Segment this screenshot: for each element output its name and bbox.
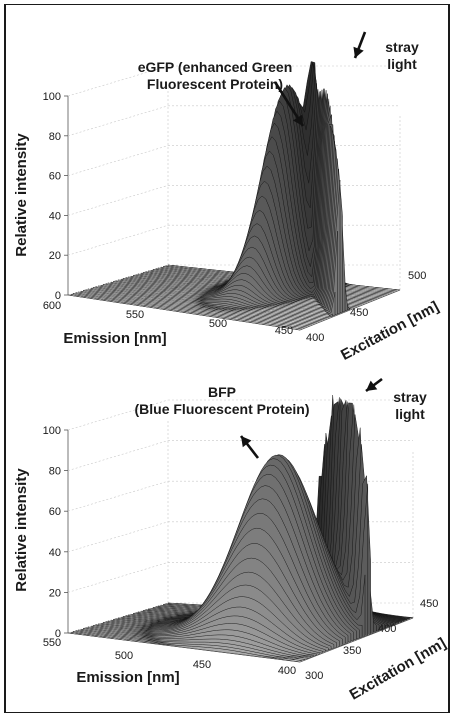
z-tick-label: 40: [49, 210, 61, 222]
excitation-tick-label: 300: [305, 670, 323, 682]
excitation-tick-label: 450: [420, 598, 438, 610]
surface-strip: [85, 289, 318, 324]
emission-tick-label: 450: [193, 659, 211, 671]
emission-axis-label: Emission [nm]: [76, 669, 179, 686]
surface-strip: [107, 179, 341, 315]
emission-axis-line: [67, 294, 301, 331]
stray-light-annotation-line-2: light: [387, 56, 417, 72]
z-tick-label: 0: [55, 628, 61, 640]
z-gridline: [67, 521, 169, 553]
z-gridline: [67, 224, 169, 256]
excitation-tick-label: 350: [343, 645, 361, 657]
z-tick-label: 0: [55, 290, 61, 302]
excitation-axis-line: [299, 289, 401, 331]
z-gridline: [67, 480, 169, 512]
surface-strip: [110, 168, 343, 314]
intensity-axis-label: Relative intensity: [13, 468, 30, 592]
excitation-tick-label: 500: [408, 270, 426, 282]
excitation-axis-line: [299, 617, 414, 663]
surface-strip: [115, 149, 348, 312]
protein-annotation-line-1: eGFP (enhanced Green: [138, 59, 293, 75]
emission-tick-label: 500: [115, 650, 133, 662]
emission-tick-label: 550: [43, 637, 61, 649]
surface-strip: [75, 292, 308, 328]
emission-tick-label: 500: [209, 318, 227, 330]
surface-strip: [112, 158, 346, 313]
surface-strip: [70, 294, 303, 330]
protein-annotation-line-2: Fluorescent Protein): [147, 76, 283, 92]
surface-strip: [87, 288, 321, 323]
z-tick-label: 80: [49, 466, 61, 478]
surface-mesh: [67, 61, 401, 331]
surface-strip: [80, 291, 313, 326]
stray-light-annotation-line-1: stray: [385, 39, 419, 55]
figure-border-top: [4, 4, 450, 5]
z-tick-label: 100: [43, 425, 61, 437]
surface-strip: [82, 290, 316, 325]
z-tick-label: 60: [49, 171, 61, 183]
surface-strip: [90, 288, 323, 322]
emission-tick-label: 600: [43, 300, 61, 312]
figure-border-right: [448, 4, 450, 713]
emission-axis-label: Emission [nm]: [63, 330, 166, 347]
z-gridline: [67, 145, 169, 176]
z-gridline: [67, 399, 169, 431]
excitation-axis-label: Excitation [nm]: [347, 635, 449, 704]
stray-light-arrow-head: [366, 380, 378, 391]
excitation-tick-label: 400: [378, 623, 396, 635]
z-tick-label: 20: [49, 250, 61, 262]
figure-border-bottom: [4, 712, 450, 713]
protein-arrow-head: [292, 114, 303, 126]
protein-annotation-line-1: BFP: [208, 384, 236, 400]
figure-border-left: [4, 4, 6, 713]
surface-mesh: [67, 394, 414, 663]
emission-tick-label: 400: [278, 665, 296, 677]
z-tick-label: 100: [43, 91, 61, 103]
emission-axis-line: [67, 632, 301, 663]
panel-2: 0 20 40 60 80 100 550 500 450 400 300 350 400 450 Emis…: [13, 377, 449, 704]
emission-tick-label: 450: [275, 325, 293, 337]
z-gridline: [67, 105, 169, 137]
z-tick-label: 80: [49, 131, 61, 143]
z-tick-label: 40: [49, 547, 61, 559]
stray-light-annotation-line-1: stray: [393, 389, 427, 405]
z-tick-label: 60: [49, 506, 61, 518]
z-tick-label: 20: [49, 587, 61, 599]
intensity-axis-label: Relative intensity: [13, 133, 30, 257]
panel-1: 0 20 40 60 80 100 600 550 500 450 400 450 500 Emissio…: [13, 31, 442, 364]
excitation-tick-label: 400: [306, 332, 324, 344]
z-gridline: [67, 65, 169, 97]
protein-arrow-head: [241, 436, 252, 448]
stray-light-arrow-head: [353, 46, 364, 58]
excitation-tick-label: 450: [350, 307, 368, 319]
protein-annotation-line-2: (Blue Fluorescent Protein): [134, 401, 309, 417]
surface-strip: [77, 291, 311, 327]
z-gridline: [67, 185, 169, 216]
emission-tick-label: 550: [126, 309, 144, 321]
z-gridline: [67, 440, 169, 471]
z-gridline: [67, 562, 169, 593]
surface-strip: [72, 293, 306, 329]
stray-light-annotation-line-2: light: [395, 406, 425, 422]
